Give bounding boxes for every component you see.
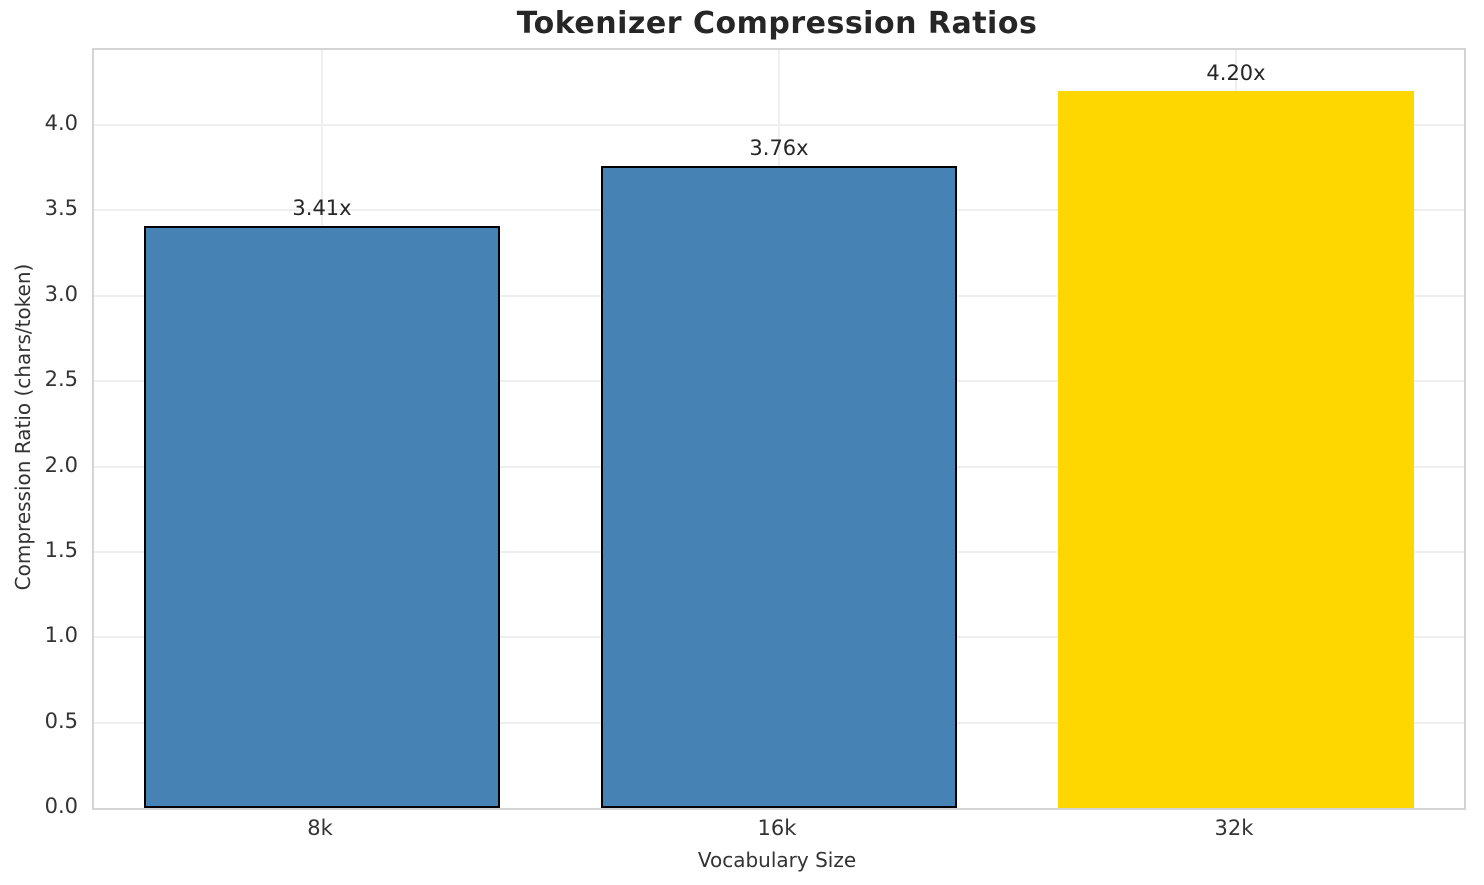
x-tick-label-8k: 8k <box>307 816 333 840</box>
x-tick-label-16k: 16k <box>757 816 797 840</box>
y-tick-label: 0.5 <box>44 708 78 733</box>
bar-value-label-16k: 3.76x <box>749 136 809 160</box>
plot-area: 3.41x 3.76x 4.20x <box>92 48 1466 810</box>
y-tick-label: 3.5 <box>44 196 78 221</box>
x-axis-label: Vocabulary Size <box>697 848 857 872</box>
y-tick-label: 1.0 <box>44 623 78 648</box>
bar-value-label-8k: 3.41x <box>292 196 352 220</box>
y-tick-label: 1.5 <box>44 537 78 562</box>
bar-value-label-32k: 4.20x <box>1206 61 1266 85</box>
chart-title: Tokenizer Compression Ratios <box>516 6 1038 41</box>
y-tick-label: 3.0 <box>44 281 78 306</box>
bar-8k <box>144 226 500 808</box>
bar-32k <box>1058 91 1414 808</box>
bar-16k <box>601 166 957 808</box>
y-tick-label: 4.0 <box>44 111 78 136</box>
x-tick-label-32k: 32k <box>1214 816 1254 840</box>
y-tick-label: 2.0 <box>44 452 78 477</box>
y-tick-label: 2.5 <box>44 367 78 392</box>
y-tick-label: 0.0 <box>44 794 78 818</box>
